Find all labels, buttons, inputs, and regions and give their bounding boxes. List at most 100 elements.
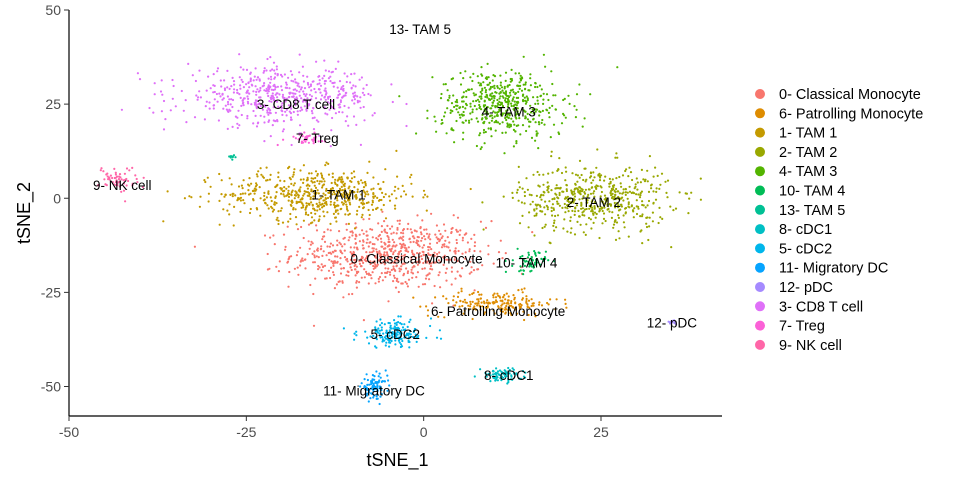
data-point [445, 297, 448, 300]
data-point [314, 176, 317, 180]
data-point [621, 174, 625, 177]
data-point [337, 178, 340, 181]
data-point [315, 255, 318, 258]
data-point [369, 94, 372, 97]
data-point [231, 195, 234, 198]
data-point [570, 200, 573, 203]
data-point [428, 233, 431, 236]
data-point [535, 130, 538, 133]
data-point [331, 176, 334, 179]
legend-swatch [755, 320, 765, 331]
data-point [162, 128, 166, 131]
data-point [240, 113, 243, 117]
data-point [347, 124, 350, 127]
data-point [505, 94, 508, 97]
data-point [371, 208, 375, 211]
data-point [522, 83, 525, 86]
data-point [345, 205, 348, 208]
data-point [492, 94, 495, 98]
data-point [616, 201, 619, 205]
data-point [270, 88, 273, 91]
data-point [473, 104, 476, 108]
data-point [241, 80, 244, 83]
data-point [263, 67, 266, 70]
data-point [271, 124, 274, 127]
data-point [486, 83, 489, 86]
data-point [436, 252, 439, 256]
data-point [530, 256, 533, 259]
data-point [522, 269, 525, 272]
data-point [640, 215, 644, 218]
data-point [524, 117, 527, 120]
data-point [287, 258, 290, 261]
data-point [270, 199, 273, 203]
data-point [379, 187, 382, 190]
data-point [403, 246, 406, 249]
data-point [589, 176, 592, 179]
data-point [538, 123, 541, 126]
data-point [109, 174, 112, 177]
data-point [341, 245, 344, 248]
data-point [550, 155, 553, 158]
data-point [461, 267, 464, 270]
data-point [459, 229, 462, 232]
data-point [284, 248, 287, 251]
data-point [564, 302, 567, 305]
data-point [615, 152, 618, 155]
data-point [598, 207, 601, 210]
data-point [439, 233, 442, 236]
data-point [292, 173, 295, 176]
data-point [422, 196, 425, 199]
data-point [295, 254, 298, 257]
data-point [237, 109, 240, 112]
data-point [338, 103, 341, 106]
data-point [589, 93, 592, 96]
data-point [371, 392, 374, 395]
data-point [496, 114, 499, 117]
data-point [274, 185, 277, 189]
data-point [369, 274, 372, 277]
data-point [542, 173, 545, 176]
data-point [347, 270, 350, 274]
data-point [281, 75, 284, 78]
data-point [161, 93, 164, 96]
data-point [391, 335, 394, 338]
data-point [303, 192, 306, 195]
data-point [473, 233, 476, 236]
data-point [329, 75, 332, 78]
data-point [612, 185, 615, 188]
data-point [195, 94, 198, 97]
data-point [558, 204, 562, 207]
data-point [542, 183, 545, 186]
data-point [392, 253, 395, 256]
data-point [509, 89, 512, 92]
data-point [498, 87, 501, 90]
data-point [564, 116, 567, 119]
data-point [368, 391, 371, 394]
data-point [363, 268, 366, 271]
data-point [612, 188, 615, 191]
data-point [318, 201, 321, 204]
data-point [429, 317, 433, 320]
data-point [417, 285, 420, 288]
data-point [435, 236, 438, 239]
data-point [324, 90, 327, 93]
data-point [483, 104, 486, 107]
data-point [353, 72, 356, 75]
data-point [276, 74, 279, 77]
data-point [300, 225, 303, 229]
data-point [396, 175, 399, 178]
data-point [182, 109, 185, 112]
data-point [485, 94, 489, 97]
data-point [491, 104, 494, 107]
data-point [527, 89, 530, 92]
data-point [394, 286, 398, 289]
data-point [300, 259, 303, 262]
data-point [395, 265, 398, 268]
data-point [506, 125, 509, 128]
data-point [349, 203, 352, 206]
data-point [289, 178, 292, 181]
data-point [499, 107, 502, 110]
data-point [337, 280, 340, 283]
data-point [395, 321, 398, 324]
